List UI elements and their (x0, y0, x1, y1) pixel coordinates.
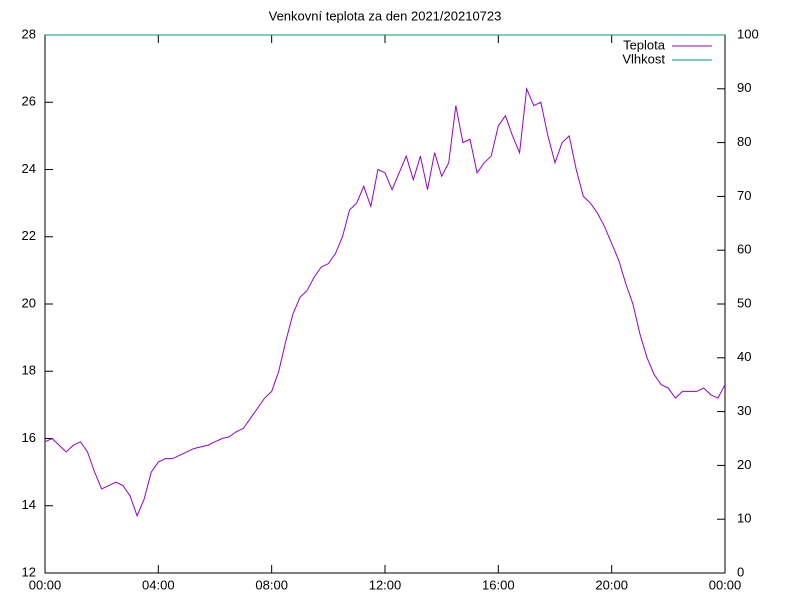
y2-tick-label: 70 (737, 188, 751, 203)
y2-tick-label: 60 (737, 242, 751, 257)
x-tick-label: 16:00 (482, 577, 515, 592)
y2-tick-label: 80 (737, 134, 751, 149)
x-tick-label: 08:00 (255, 577, 288, 592)
y-tick-label: 28 (22, 26, 36, 41)
y-tick-label: 18 (22, 363, 36, 378)
plot-border (44, 34, 726, 574)
y2-tick-label: 30 (737, 403, 751, 418)
x-tick-label: 04:00 (142, 577, 175, 592)
legend-label: Vlhkost (622, 51, 665, 66)
y2-tick-label: 20 (737, 457, 751, 472)
y2-tick-label: 50 (737, 295, 751, 310)
y-tick-label: 22 (22, 228, 36, 243)
y2-tick-label: 40 (737, 349, 751, 364)
y2-tick-label: 100 (737, 26, 759, 41)
y2-tick-label: 0 (737, 564, 744, 579)
x-tick-label: 20:00 (595, 577, 628, 592)
y-tick-label: 14 (22, 497, 36, 512)
y-tick-label: 24 (22, 161, 36, 176)
x-tick-label: 00:00 (29, 577, 62, 592)
y2-tick-label: 10 (737, 511, 751, 526)
y-tick-label: 26 (22, 94, 36, 109)
series-line (44, 86, 726, 518)
x-tick-label: 00:00 (709, 577, 742, 592)
y-tick-label: 20 (22, 295, 36, 310)
y-tick-label: 16 (22, 430, 36, 445)
y2-tick-label: 90 (737, 80, 751, 95)
legend-label: Teplota (623, 37, 666, 52)
y-tick-label: 12 (22, 564, 36, 579)
x-tick-label: 12:00 (369, 577, 402, 592)
chart-title: Venkovní teplota za den 2021/20210723 (269, 8, 502, 23)
